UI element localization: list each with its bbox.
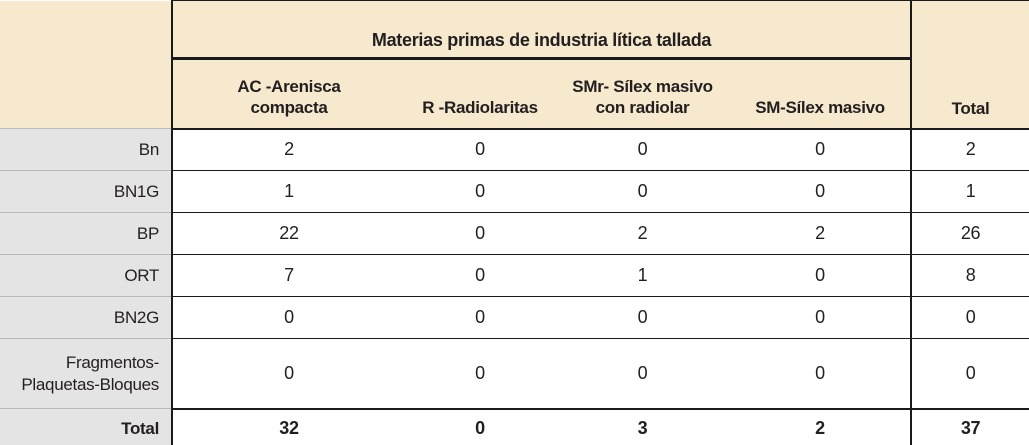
- data-cell: 1: [555, 254, 730, 297]
- data-cell: 2: [555, 212, 730, 255]
- total-cell: 37: [910, 407, 1029, 445]
- table-row-ort: ORT 7 0 1 0 8: [0, 254, 1029, 297]
- data-cell: 0: [405, 254, 555, 297]
- total-cell: 2: [910, 128, 1029, 171]
- column-header-sm: SM-Sílex masivo: [730, 58, 912, 130]
- row-label: ORT: [0, 254, 172, 297]
- data-cell: 0: [730, 170, 912, 213]
- row-label: BN2G: [0, 296, 172, 339]
- data-cell: 0: [730, 296, 912, 339]
- data-cell: 2: [171, 128, 405, 171]
- data-cell: 0: [555, 170, 730, 213]
- table-row-fragmentos: Fragmentos- Plaquetas-Bloques 0 0 0 0 0: [0, 338, 1029, 409]
- column-header-r: R -Radiolaritas: [405, 58, 555, 130]
- data-cell: 32: [171, 407, 405, 445]
- data-cell: 2: [730, 212, 912, 255]
- data-cell: 0: [405, 407, 555, 445]
- data-cell: 0: [405, 212, 555, 255]
- data-cell: 0: [405, 296, 555, 339]
- data-cell: 22: [171, 212, 405, 255]
- row-label: Fragmentos- Plaquetas-Bloques: [0, 338, 172, 409]
- group-header: Materias primas de industria lítica tall…: [170, 0, 912, 60]
- data-cell: 0: [555, 338, 730, 409]
- header-corner-cell: [0, 58, 172, 129]
- data-cell: 0: [171, 338, 405, 409]
- data-cell: 0: [730, 128, 912, 171]
- data-cell: 0: [405, 338, 555, 409]
- row-label: Bn: [0, 128, 172, 171]
- data-cell: 0: [555, 296, 730, 339]
- column-header-smr: SMr- Sílex masivo con radiolar: [555, 58, 730, 130]
- data-cell: 0: [730, 254, 912, 297]
- total-cell: 26: [910, 212, 1029, 255]
- total-cell: 1: [910, 170, 1029, 213]
- row-label: Total: [0, 408, 172, 445]
- table-row-bp: BP 22 0 2 2 26: [0, 212, 1029, 255]
- total-column-header: Total: [910, 0, 1029, 130]
- table-row-bn: Bn 2 0 0 0 2: [0, 128, 1029, 171]
- row-label: BN1G: [0, 170, 172, 213]
- data-cell: 0: [171, 296, 405, 339]
- total-cell: 0: [910, 296, 1029, 339]
- data-cell: 2: [730, 407, 912, 445]
- table-row-bn1g: BN1G 1 0 0 0 1: [0, 170, 1029, 213]
- data-cell: 3: [555, 407, 730, 445]
- column-header-ac: AC -Arenisca compacta: [171, 58, 405, 130]
- header-corner-cell: [0, 0, 172, 59]
- table-row-bn2g: BN2G 0 0 0 0 0: [0, 296, 1029, 339]
- total-cell: 0: [910, 338, 1029, 409]
- total-cell: 8: [910, 254, 1029, 297]
- data-cell: 1: [171, 170, 405, 213]
- data-cell: 0: [730, 338, 912, 409]
- table-row-total: Total 32 0 3 2 37: [0, 407, 1029, 445]
- data-cell: 0: [405, 170, 555, 213]
- data-cell: 0: [405, 128, 555, 171]
- row-label: BP: [0, 212, 172, 255]
- data-cell: 7: [171, 254, 405, 297]
- data-cell: 0: [555, 128, 730, 171]
